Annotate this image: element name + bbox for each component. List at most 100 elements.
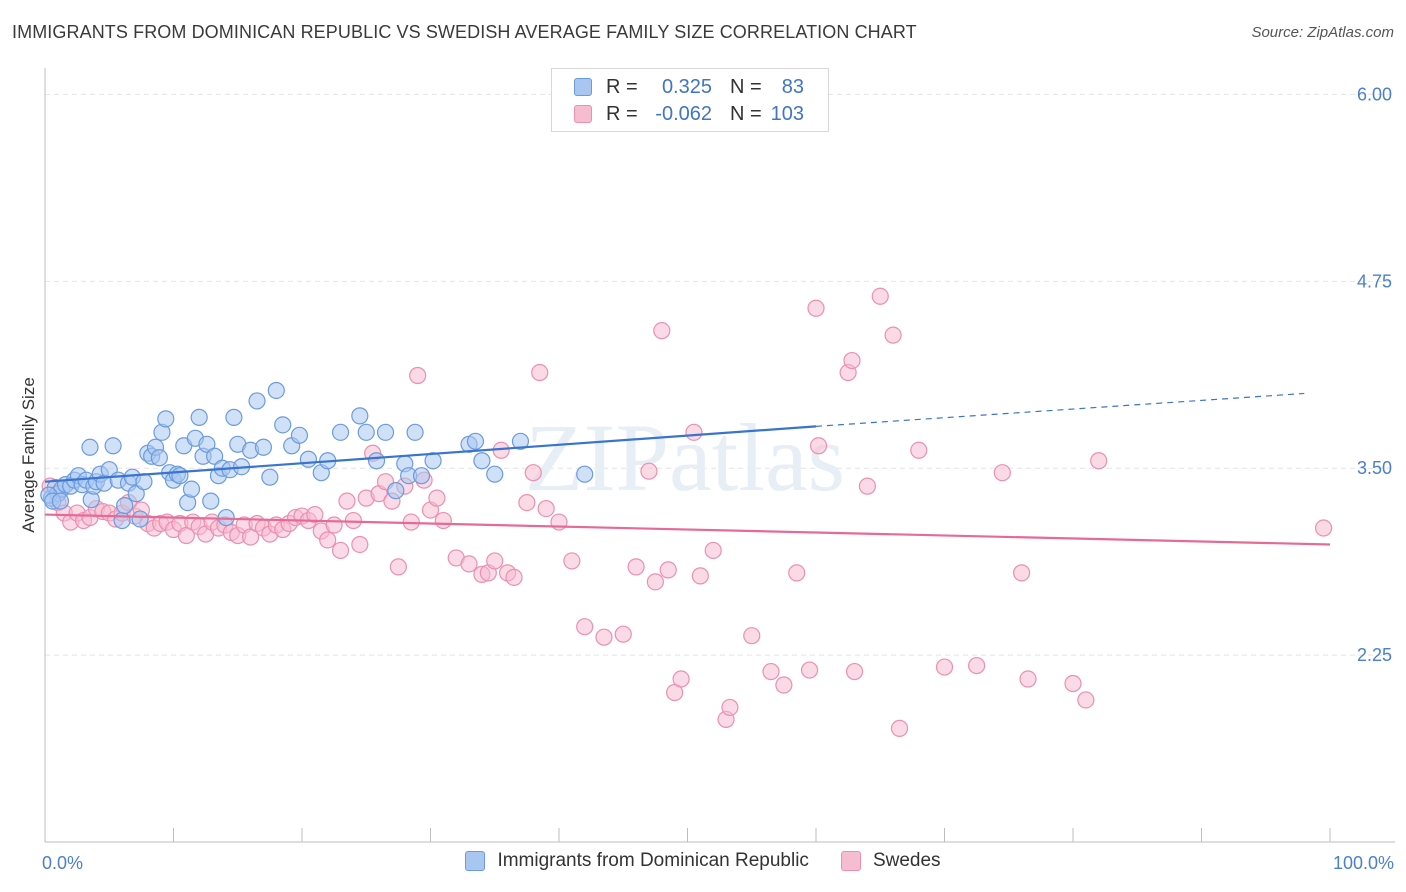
dominican-point <box>51 492 70 510</box>
swedes-point <box>993 464 1011 482</box>
legend-row-swedes: R = -0.062 N = 103 <box>574 101 804 127</box>
swedes-point <box>743 627 761 645</box>
dominican-trend-extension <box>815 392 1305 427</box>
dominican-point <box>376 423 395 441</box>
swedes-point <box>672 670 690 688</box>
tick-labels: 6.00 4.75 3.50 2.25 0.0% 100.0% <box>42 84 1394 873</box>
swedes-point <box>640 462 658 480</box>
swedes-point <box>505 568 523 586</box>
x-tick-label-min: 0.0% <box>42 853 83 873</box>
dominican-point <box>182 480 201 498</box>
swedes-point <box>800 661 819 679</box>
legend-label: Swedes <box>872 850 941 871</box>
dominican-point <box>225 408 243 426</box>
swedes-point <box>460 555 478 573</box>
pink-swatch-icon <box>574 105 592 123</box>
series-legend: Immigrants from Dominican Republic Swede… <box>0 850 1406 872</box>
dominican-point <box>202 492 220 510</box>
swedes-point <box>762 662 780 681</box>
swedes-point <box>531 363 549 382</box>
swedes-point <box>809 437 828 455</box>
dominican-point <box>367 452 386 470</box>
swedes-point <box>1090 452 1108 470</box>
swedes-point <box>409 366 427 385</box>
legend-item-swedes[interactable]: Swedes <box>840 850 941 872</box>
swedes-point <box>691 567 709 585</box>
swedes-point <box>890 719 909 737</box>
dominican-point <box>511 432 530 450</box>
dominican-trend-line <box>44 425 817 483</box>
legend-row-dominican: R = 0.325 N = 83 <box>574 74 804 100</box>
r-label: R = <box>606 75 638 98</box>
swedes-point <box>884 326 902 344</box>
swedes-point <box>1012 564 1031 582</box>
dominican-point <box>387 482 405 500</box>
swedes-point <box>910 441 928 459</box>
swedes-point <box>331 541 350 560</box>
dominican-point <box>466 432 485 450</box>
r-value: -0.062 <box>655 102 712 125</box>
legend-item-dominican[interactable]: Immigrants from Dominican Republic <box>465 850 809 872</box>
dominican-point <box>331 423 350 441</box>
dominican-point <box>486 465 504 483</box>
watermark: ZIPatlas <box>525 404 845 511</box>
swedes-point <box>968 656 986 675</box>
swedes-trend-line <box>44 513 1331 546</box>
gridlines <box>45 93 1395 656</box>
blue-swatch-icon <box>465 851 486 871</box>
swedes-point <box>563 552 581 570</box>
n-label: N = <box>730 75 762 98</box>
dominican-point <box>412 467 431 485</box>
swedes-point <box>524 464 542 482</box>
swedes-point <box>845 662 864 681</box>
blue-swatch-icon <box>574 78 592 96</box>
dominican-point <box>190 408 208 426</box>
swedes-point <box>1064 674 1082 693</box>
swedes-point <box>646 573 664 591</box>
dominican-point <box>81 438 99 456</box>
y-tick-label: 2.25 <box>1357 645 1392 665</box>
swedes-point <box>1077 691 1095 709</box>
dominican-point <box>576 465 594 483</box>
swedes-points <box>41 287 1333 737</box>
dominican-point <box>171 467 189 485</box>
dominican-point <box>473 452 491 470</box>
n-label: N = <box>730 102 762 125</box>
swedes-point <box>306 505 324 524</box>
swedes-point <box>1314 519 1333 537</box>
dominican-point <box>157 410 175 428</box>
r-label: R = <box>606 102 638 125</box>
swedes-point <box>721 698 739 717</box>
dominican-point <box>357 423 375 441</box>
correlation-legend: R = 0.325 N = 83 R = -0.062 N = 103 <box>551 68 829 132</box>
swedes-point <box>338 492 356 510</box>
swedes-point <box>627 558 645 576</box>
y-tick-label: 6.00 <box>1357 84 1392 104</box>
r-value: 0.325 <box>661 75 712 98</box>
swedes-point <box>325 516 343 534</box>
dominican-point <box>131 510 149 528</box>
chart-title: IMMIGRANTS FROM DOMINICAN REPUBLIC VS SW… <box>12 22 917 42</box>
dominican-point <box>104 437 122 455</box>
y-axis-label: Average Family Size <box>19 377 38 533</box>
swedes-point <box>434 511 452 530</box>
swedes-point <box>518 494 536 512</box>
dominican-point <box>150 449 168 467</box>
n-value: 83 <box>781 75 804 98</box>
swedes-point <box>486 552 504 570</box>
dominican-point <box>198 435 216 453</box>
dominican-point <box>406 423 424 441</box>
swedes-point <box>653 322 671 340</box>
dominican-point <box>267 381 285 400</box>
y-tick-label: 4.75 <box>1357 271 1392 291</box>
swedes-point <box>807 299 825 317</box>
dominican-point <box>113 511 131 530</box>
swedes-point <box>614 625 632 643</box>
swedes-point <box>576 618 594 636</box>
y-tick-label: 3.50 <box>1357 458 1392 478</box>
axes <box>44 68 1395 843</box>
swedes-point <box>843 351 861 370</box>
dominican-point <box>127 485 145 503</box>
pink-swatch-icon <box>840 851 861 871</box>
